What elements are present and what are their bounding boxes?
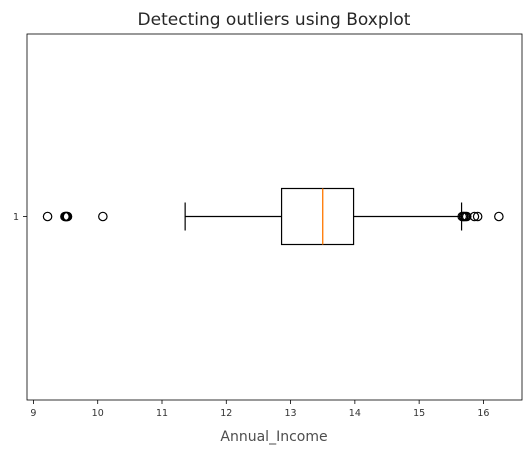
outlier-point [62, 211, 73, 222]
outlier-point [469, 211, 480, 222]
x-tick-label: 11 [156, 408, 168, 419]
y-tick-label: 1 [13, 212, 19, 223]
outlier-point [494, 211, 504, 222]
outlier-points [42, 211, 504, 222]
interquartile-box [280, 187, 355, 246]
x-axis-label: Annual_Income [220, 429, 327, 445]
x-tick-label: 13 [285, 408, 297, 419]
x-tick-label: 16 [477, 408, 489, 419]
outlier-point [472, 211, 483, 222]
y-axis: 1 [13, 212, 27, 223]
x-tick-label: 10 [92, 408, 104, 419]
x-axis: 9 10 11 12 13 14 15 16 [30, 400, 489, 419]
chart-title: Detecting outliers using Boxplot [138, 10, 411, 30]
outlier-point [98, 211, 108, 222]
plot-area-frame [26, 33, 523, 401]
x-tick-label: 14 [349, 408, 361, 419]
x-tick-label: 12 [220, 408, 232, 419]
x-tick-label: 15 [413, 408, 425, 419]
outlier-point [42, 211, 53, 222]
outlier-point [461, 211, 472, 222]
x-tick-label: 9 [30, 408, 36, 419]
box-series [184, 187, 463, 246]
